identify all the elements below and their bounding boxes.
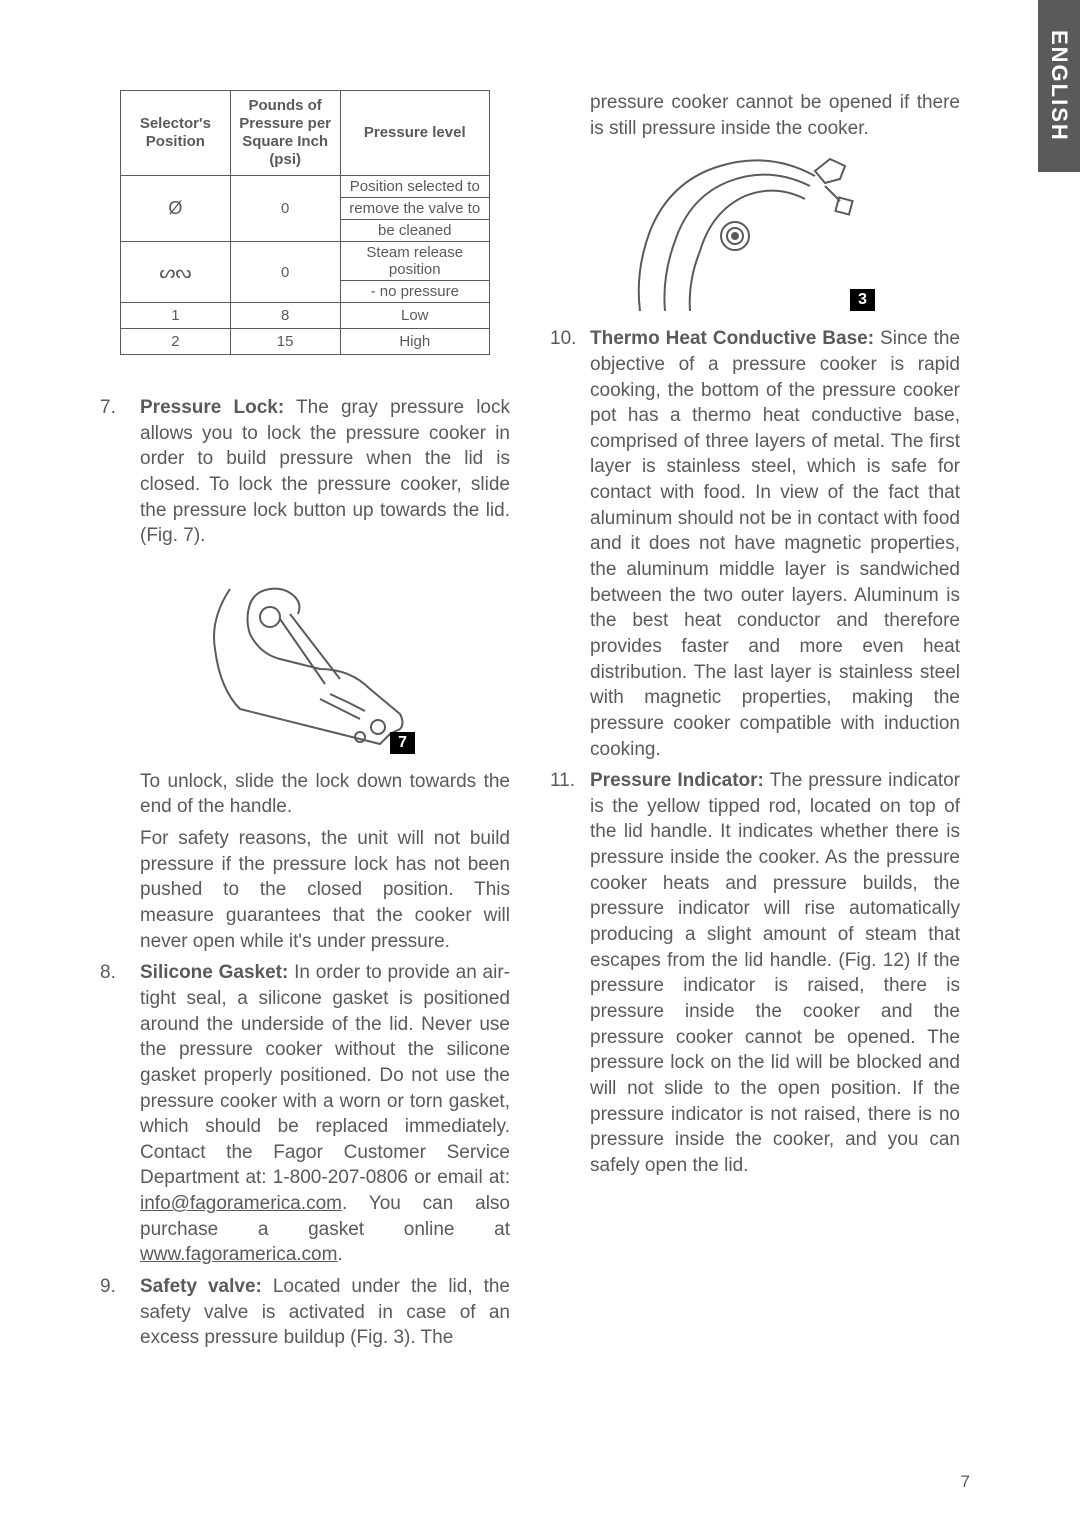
th-selector: Selector's Position (121, 91, 231, 176)
table-row: 0 (230, 176, 340, 242)
list-item: Thermo Heat Conductive Base: Since the o… (550, 326, 960, 762)
item-text: The pressure indicator is the yellow tip… (590, 770, 960, 1176)
content-columns: Selector's Position Pounds of Pressure p… (100, 90, 1020, 1357)
item-title: Silicone Gasket: (140, 962, 288, 983)
language-tab: ENGLISH (1038, 0, 1080, 172)
list-item: Silicone Gasket: In order to provide an … (100, 960, 510, 1268)
list-item: Pressure Indicator: The pressure indicat… (550, 768, 960, 1178)
table-row: remove the valve to (340, 198, 489, 220)
table-row: 2 (121, 329, 231, 355)
item-text: In order to provide an air-tight seal, a… (140, 962, 510, 1188)
item-title: Pressure Lock: (140, 397, 284, 418)
table-row: ᔕᔓ (121, 242, 231, 303)
table-row: Low (340, 303, 489, 329)
table-row: Position selected to (340, 176, 489, 198)
page-number: 7 (961, 1472, 970, 1492)
table-row: Ø (121, 176, 231, 242)
figure-7: 7 (190, 559, 420, 759)
table-row: 15 (230, 329, 340, 355)
item-text: pressure cooker cannot be opened if ther… (550, 90, 960, 141)
item-text: To unlock, slide the lock down towards t… (100, 769, 510, 820)
pressure-table: Selector's Position Pounds of Pressure p… (120, 90, 490, 355)
item-text: . (337, 1244, 342, 1265)
table-row: - no pressure (340, 281, 489, 303)
right-column: pressure cooker cannot be opened if ther… (550, 90, 960, 1357)
email-link[interactable]: info@fagoramerica.com (140, 1193, 342, 1214)
url-link[interactable]: www.fagoramerica.com (140, 1244, 337, 1265)
figure-badge: 7 (390, 732, 415, 754)
item-title: Pressure Indicator: (590, 770, 764, 791)
table-row: High (340, 329, 489, 355)
th-level: Pressure level (340, 91, 489, 176)
table-row: 0 (230, 242, 340, 303)
item-title: Safety valve: (140, 1276, 262, 1297)
table-row: Steam release position (340, 242, 489, 281)
item-title: Thermo Heat Conductive Base: (590, 328, 874, 349)
item-text: Since the objective of a pressure cooker… (590, 328, 960, 759)
list-item: Pressure Lock: The gray pressure lock al… (100, 395, 510, 549)
figure-badge: 3 (850, 289, 875, 311)
figure-3: 3 (630, 151, 890, 316)
left-column: Selector's Position Pounds of Pressure p… (100, 90, 510, 1357)
item-text: The gray pressure lock allows you to loc… (140, 397, 510, 546)
table-row: 8 (230, 303, 340, 329)
table-row: be cleaned (340, 220, 489, 242)
table-row: 1 (121, 303, 231, 329)
item-text: For safety reasons, the unit will not bu… (100, 826, 510, 954)
th-psi: Pounds of Pressure per Square Inch (psi) (230, 91, 340, 176)
list-item: Safety valve: Located under the lid, the… (100, 1274, 510, 1351)
